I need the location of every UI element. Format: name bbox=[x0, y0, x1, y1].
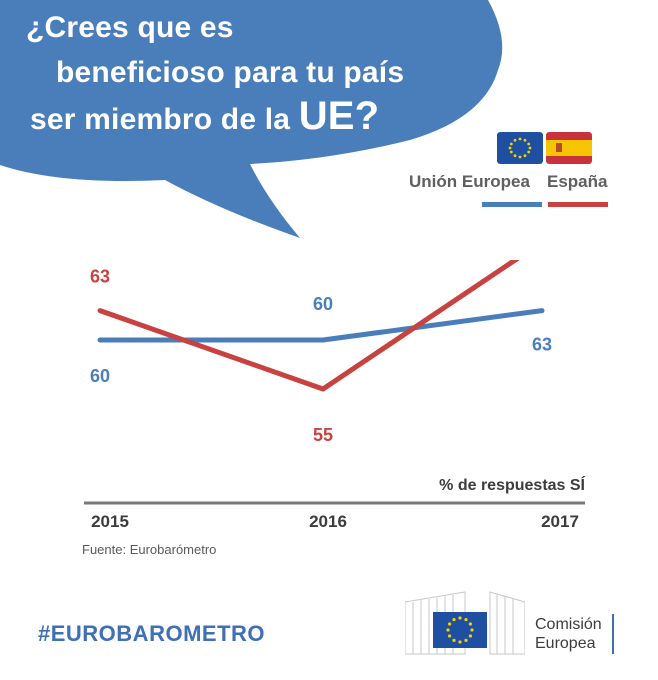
data-label-eu-2016: 60 bbox=[313, 294, 333, 314]
question-line-2: beneficioso para tu país bbox=[56, 56, 405, 89]
x-tick-label-2015: 2015 bbox=[91, 512, 129, 531]
question-line-3: ser miembro de la UE? bbox=[30, 96, 379, 138]
data-label-eu-2015: 60 bbox=[90, 366, 110, 386]
legend-eu-label: Unión Europea bbox=[409, 172, 530, 191]
eu-flag-icon bbox=[497, 132, 543, 164]
data-label-es-2015: 63 bbox=[90, 267, 110, 287]
speech-bubble bbox=[0, 0, 503, 238]
legend-es-label: España bbox=[547, 172, 608, 191]
series-line-es bbox=[97, 260, 520, 392]
hashtag[interactable]: #EUROBAROMETRO bbox=[38, 621, 266, 646]
line-chart: 606063635570% de respuestas SÍ2015201620… bbox=[84, 260, 586, 531]
commission-building-icon bbox=[404, 591, 526, 655]
source-note: Fuente: Eurobarómetro bbox=[82, 542, 217, 557]
legend-es-line bbox=[548, 202, 608, 207]
question-line-3-text: ser miembro de la bbox=[30, 103, 299, 136]
series-line-eu bbox=[97, 308, 545, 343]
spain-flag-icon bbox=[546, 132, 592, 164]
legend: Unión Europea España bbox=[400, 132, 620, 212]
x-tick-label-2017: 2017 bbox=[541, 512, 579, 531]
question-line-1: ¿Crees que es bbox=[26, 11, 234, 44]
x-tick-label-2016: 2016 bbox=[309, 512, 347, 531]
data-label-eu-2017: 63 bbox=[532, 335, 552, 355]
legend-eu-line bbox=[482, 202, 542, 207]
logo-line-2: Europea bbox=[535, 635, 596, 652]
european-commission-logo-icon: Comisión Europea bbox=[404, 588, 635, 658]
logo-line-1: Comisión bbox=[535, 616, 602, 633]
question-emphasis: UE? bbox=[298, 94, 380, 138]
data-label-es-2016: 55 bbox=[313, 425, 333, 445]
axis-caption: % de respuestas SÍ bbox=[439, 475, 585, 494]
logo-divider bbox=[612, 614, 614, 654]
